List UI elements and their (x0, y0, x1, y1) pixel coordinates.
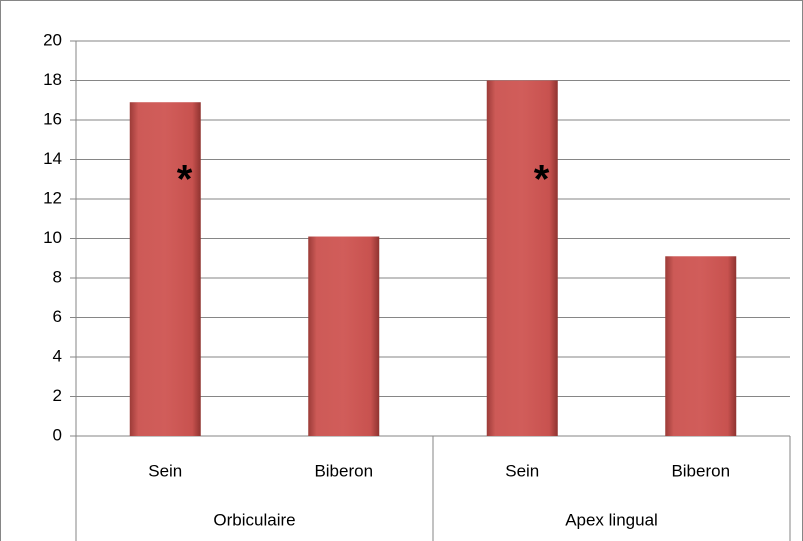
y-tick-label: 16 (43, 109, 62, 128)
group-label: Apex lingual (565, 510, 658, 529)
x-tick-label: Sein (148, 461, 182, 480)
group-label: Orbiculaire (213, 510, 295, 529)
annotation: * (534, 158, 550, 202)
y-tick-label: 2 (53, 386, 62, 405)
y-tick-label: 10 (43, 228, 62, 247)
bar (665, 256, 737, 436)
y-tick-label: 18 (43, 70, 62, 89)
x-tick-label: Sein (505, 461, 539, 480)
x-tick-label: Biberon (671, 461, 730, 480)
y-tick-label: 20 (43, 30, 62, 49)
y-tick-label: 12 (43, 188, 62, 207)
bar (486, 80, 558, 436)
bar (308, 236, 380, 436)
y-tick-label: 0 (53, 425, 62, 444)
bar (129, 102, 201, 436)
x-tick-label: Biberon (314, 461, 373, 480)
y-tick-label: 4 (53, 346, 62, 365)
y-tick-label: 6 (53, 307, 62, 326)
y-tick-label: 8 (53, 267, 62, 286)
annotation: * (177, 158, 193, 202)
y-tick-label: 14 (43, 149, 62, 168)
